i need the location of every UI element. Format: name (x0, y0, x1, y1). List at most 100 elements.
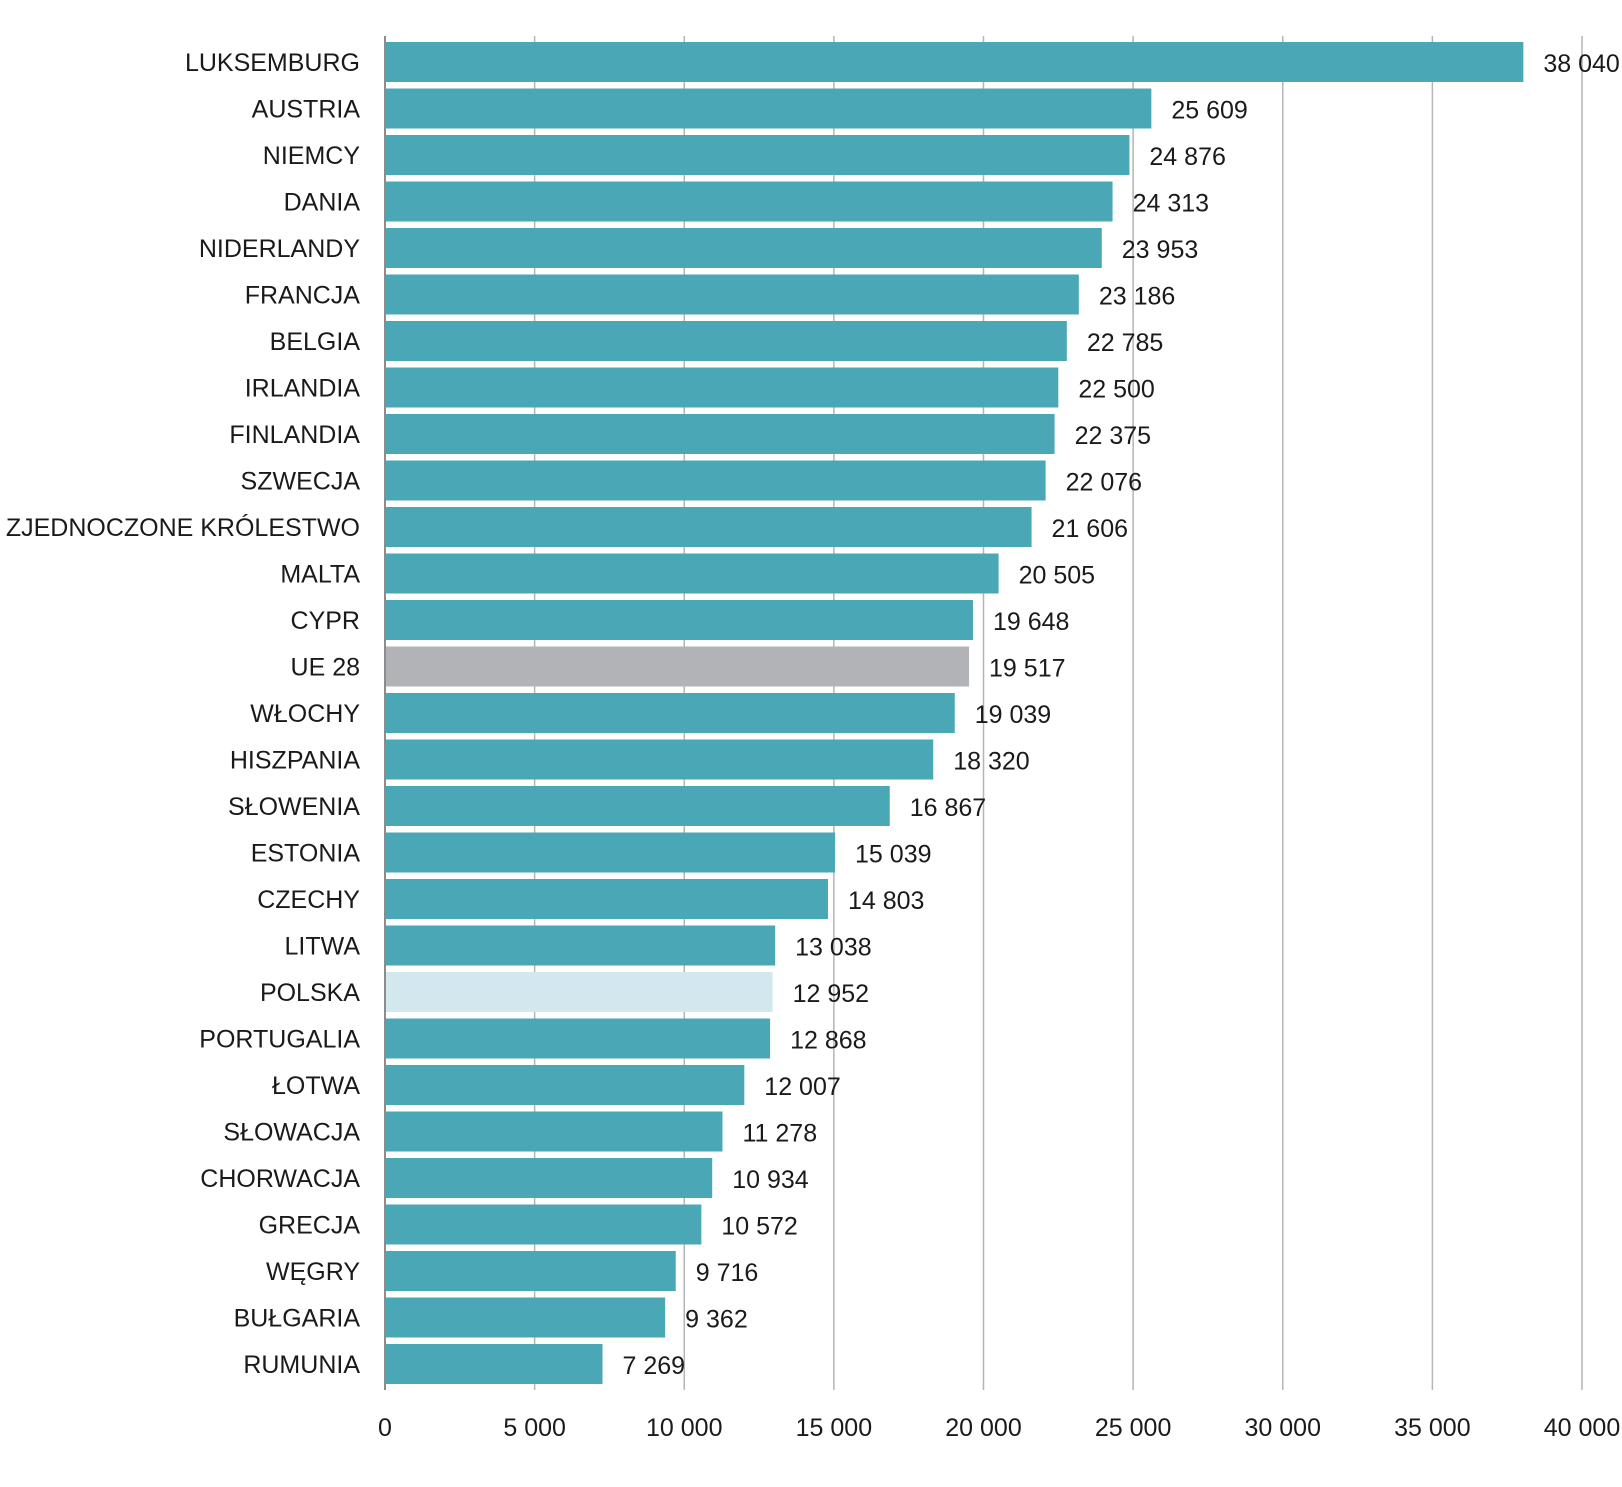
bar-austria (385, 88, 1152, 129)
category-label-wlochy: WŁOCHY (250, 700, 360, 728)
x-tick-label: 25 000 (1095, 1414, 1171, 1442)
category-label-irlandia: IRLANDIA (245, 375, 361, 403)
value-label-lotwa: 12 007 (764, 1073, 840, 1101)
bar-francja (385, 274, 1079, 315)
bar-rumunia (385, 1344, 603, 1384)
category-label-slowenia: SŁOWENIA (228, 793, 360, 821)
bar-lotwa (385, 1065, 745, 1105)
value-label-malta: 20 505 (1019, 562, 1095, 590)
bar-belgia (385, 321, 1067, 361)
value-label-chorwacja: 10 934 (732, 1166, 809, 1194)
value-label-luksemburg: 38 040 (1543, 50, 1619, 78)
category-label-ue-28: UE 28 (291, 654, 360, 682)
x-tick-label: 20 000 (945, 1414, 1021, 1442)
value-label-bulgaria: 9 362 (685, 1306, 748, 1334)
category-label-czechy: CZECHY (257, 886, 360, 914)
category-label-austria: AUSTRIA (252, 96, 361, 124)
category-label-szwecja: SZWECJA (241, 468, 361, 496)
value-label-slowenia: 16 867 (910, 794, 986, 822)
category-label-malta: MALTA (280, 561, 360, 589)
x-tick-label: 0 (378, 1414, 392, 1442)
category-label-bulgaria: BUŁGARIA (234, 1305, 361, 1333)
bar-estonia (385, 832, 836, 873)
x-tick-label: 30 000 (1245, 1414, 1321, 1442)
x-tick-label: 40 000 (1544, 1414, 1620, 1442)
bar-ue-28 (385, 646, 970, 687)
value-label-rumunia: 7 269 (623, 1352, 686, 1380)
bar-dania (385, 181, 1113, 222)
value-label-irlandia: 22 500 (1078, 376, 1154, 404)
category-label-rumunia: RUMUNIA (243, 1351, 360, 1379)
category-label-portugalia: PORTUGALIA (199, 1026, 360, 1054)
category-label-cypr: CYPR (291, 607, 360, 635)
bar-grecja (385, 1204, 702, 1245)
category-label-lotwa: ŁOTWA (272, 1072, 360, 1100)
category-label-wegry: WĘGRY (266, 1258, 360, 1286)
bar-slowenia (385, 786, 890, 826)
value-label-zjednoczone-krolestwo: 21 606 (1052, 515, 1128, 543)
bar-chorwacja (385, 1158, 713, 1198)
value-label-hiszpania: 18 320 (953, 748, 1029, 776)
value-label-portugalia: 12 868 (790, 1027, 866, 1055)
bar-litwa (385, 925, 776, 966)
category-label-slowacja: SŁOWACJA (223, 1119, 360, 1147)
value-label-grecja: 10 572 (721, 1213, 797, 1241)
bar-slowacja (385, 1111, 723, 1152)
bar-zjednoczone-krolestwo (385, 507, 1032, 547)
value-label-polska: 12 952 (793, 980, 869, 1008)
category-label-zjednoczone-krolestwo: ZJEDNOCZONE KRÓLESTWO (6, 513, 360, 542)
x-tick-label: 15 000 (796, 1414, 872, 1442)
bar-niderlandy (385, 228, 1102, 268)
bar-bulgaria (385, 1297, 666, 1338)
value-label-czechy: 14 803 (848, 887, 924, 915)
x-tick-label: 10 000 (646, 1414, 722, 1442)
value-label-ue-28: 19 517 (989, 655, 1065, 683)
bar-polska (385, 972, 773, 1012)
bar-luksemburg (385, 42, 1524, 82)
bar-malta (385, 553, 999, 594)
value-label-belgia: 22 785 (1087, 329, 1163, 357)
category-label-niderlandy: NIDERLANDY (199, 235, 360, 263)
value-label-wegry: 9 716 (696, 1259, 759, 1287)
value-label-finlandia: 22 375 (1075, 422, 1151, 450)
value-label-wlochy: 19 039 (975, 701, 1051, 729)
category-label-niemcy: NIEMCY (263, 142, 361, 170)
value-label-cypr: 19 648 (993, 608, 1069, 636)
value-label-litwa: 13 038 (795, 934, 871, 962)
bar-portugalia (385, 1018, 771, 1059)
bar-szwecja (385, 460, 1046, 501)
category-label-polska: POLSKA (260, 979, 360, 1007)
value-label-dania: 24 313 (1133, 190, 1209, 218)
category-label-finlandia: FINLANDIA (229, 421, 360, 449)
bars (385, 42, 1524, 1384)
value-label-francja: 23 186 (1099, 283, 1175, 311)
labels: 0 5 000 10 000 15 000 20 000 25 000 30 000 35 0… (6, 49, 1620, 1442)
value-label-niderlandy: 23 953 (1122, 236, 1198, 264)
bar-wlochy (385, 693, 955, 733)
category-label-litwa: LITWA (285, 933, 361, 961)
category-label-belgia: BELGIA (270, 328, 361, 356)
category-label-francja: FRANCJA (245, 282, 361, 310)
category-label-hiszpania: HISZPANIA (230, 747, 360, 775)
category-label-luksemburg: LUKSEMBURG (185, 49, 360, 77)
bar-cypr (385, 600, 973, 640)
value-label-niemcy: 24 876 (1149, 143, 1225, 171)
bar-niemcy (385, 135, 1130, 175)
bar-irlandia (385, 367, 1059, 408)
value-label-szwecja: 22 076 (1066, 469, 1142, 497)
x-tick-label: 35 000 (1394, 1414, 1470, 1442)
bar-czechy (385, 879, 828, 919)
bar-wegry (385, 1251, 676, 1291)
category-label-estonia: ESTONIA (251, 840, 361, 868)
value-label-slowacja: 11 278 (742, 1120, 817, 1148)
bar-finlandia (385, 414, 1055, 454)
category-label-chorwacja: CHORWACJA (200, 1165, 360, 1193)
category-label-grecja: GRECJA (259, 1212, 361, 1240)
category-label-dania: DANIA (284, 189, 361, 217)
value-label-austria: 25 609 (1171, 97, 1247, 125)
bar-hiszpania (385, 739, 934, 780)
x-tick-label: 5 000 (503, 1414, 566, 1442)
value-label-estonia: 15 039 (855, 841, 931, 869)
